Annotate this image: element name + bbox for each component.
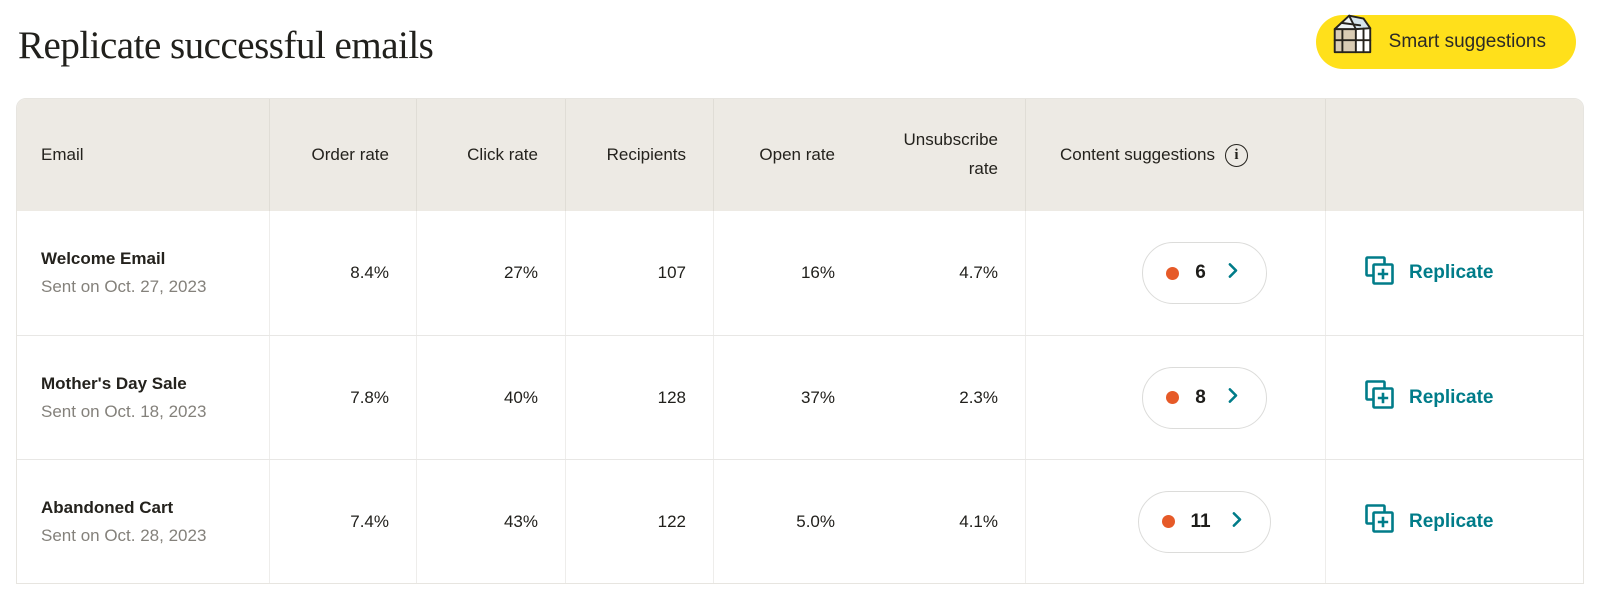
- chevron-right-icon: [1222, 385, 1243, 411]
- page-title: Replicate successful emails: [18, 24, 434, 67]
- email-name: Welcome Email: [41, 249, 166, 268]
- suggestions-count: 8: [1195, 386, 1206, 408]
- action-cell: Replicate: [1326, 211, 1583, 335]
- open-rate-value: 37%: [800, 387, 835, 407]
- column-header-content-suggestions: Content suggestions i: [1026, 99, 1326, 211]
- replicate-label: Replicate: [1409, 386, 1494, 408]
- dot-icon: [1162, 515, 1176, 528]
- order-rate-value: 7.4%: [270, 460, 417, 583]
- column-header-order-rate: Order rate: [270, 99, 417, 211]
- content-suggestions-chip[interactable]: 11: [1138, 490, 1271, 553]
- action-cell: Replicate: [1326, 336, 1583, 459]
- copy-plus-icon: [1364, 379, 1395, 416]
- chevron-right-icon: [1226, 509, 1247, 535]
- table-header-row: Email Order rate Click rate Recipients O…: [17, 99, 1583, 211]
- open-rate-value: 16%: [800, 263, 835, 282]
- column-header-actions: [1326, 99, 1583, 211]
- info-icon[interactable]: i: [1225, 143, 1248, 167]
- click-rate-value: 43%: [417, 460, 566, 583]
- email-cell: Welcome Email Sent on Oct. 27, 2023: [17, 211, 270, 335]
- email-cell: Mother's Day Sale Sent on Oct. 18, 2023: [17, 336, 270, 459]
- order-rate-value: 7.8%: [270, 336, 417, 459]
- unsubscribe-rate-value: 2.3%: [862, 336, 1026, 459]
- greenhouse-icon: [1328, 9, 1376, 61]
- email-sent-date: Sent on Oct. 18, 2023: [41, 401, 207, 421]
- action-cell: Replicate: [1326, 460, 1583, 583]
- replicate-label: Replicate: [1409, 510, 1494, 532]
- smart-suggestions-button[interactable]: Smart suggestions: [1315, 14, 1576, 69]
- content-suggestions-cell: 11: [1026, 460, 1326, 583]
- column-header-click-rate: Click rate: [417, 99, 566, 211]
- column-header-unsubscribe-rate: Unsubscribe rate: [862, 99, 1026, 211]
- open-rate-value: 5.0%: [796, 511, 835, 531]
- email-sent-date: Sent on Oct. 27, 2023: [41, 277, 207, 296]
- dot-icon: [1166, 266, 1179, 280]
- replicate-label: Replicate: [1409, 262, 1494, 283]
- click-rate-value: 40%: [417, 336, 566, 459]
- page-header: Replicate successful emails: [0, 0, 1600, 98]
- copy-plus-icon: [1364, 503, 1395, 540]
- copy-plus-icon: [1364, 255, 1395, 292]
- table-row: Welcome Email Sent on Oct. 27, 2023 8.4%…: [17, 211, 1583, 335]
- email-sent-date: Sent on Oct. 28, 2023: [41, 525, 207, 545]
- suggestions-count: 11: [1190, 510, 1211, 532]
- column-header-recipients: Recipients: [566, 99, 714, 211]
- content-suggestions-cell: 6: [1026, 211, 1326, 335]
- email-name: Abandoned Cart: [41, 497, 174, 517]
- emails-table: Email Order rate Click rate Recipients O…: [16, 98, 1584, 584]
- unsubscribe-rate-value: 4.1%: [862, 460, 1026, 583]
- table-row: Mother's Day Sale Sent on Oct. 18, 2023 …: [17, 335, 1583, 459]
- content-suggestions-chip[interactable]: 6: [1142, 242, 1267, 304]
- unsubscribe-rate-value: 4.7%: [862, 211, 1026, 335]
- table-row: Abandoned Cart Sent on Oct. 28, 2023 7.4…: [17, 459, 1583, 583]
- column-header-email: Email: [17, 99, 270, 211]
- smart-suggestions-label: Smart suggestions: [1388, 31, 1546, 52]
- content-suggestions-chip[interactable]: 8: [1142, 366, 1267, 429]
- recipients-value: 128: [566, 336, 714, 459]
- suggestions-count: 6: [1195, 262, 1206, 283]
- column-header-open-rate: Open rate: [759, 145, 835, 164]
- content-suggestions-cell: 8: [1026, 336, 1326, 459]
- email-cell: Abandoned Cart Sent on Oct. 28, 2023: [17, 460, 270, 583]
- replicate-button[interactable]: Replicate: [1364, 255, 1493, 292]
- chevron-right-icon: [1222, 260, 1243, 286]
- dot-icon: [1166, 391, 1179, 404]
- order-rate-value: 8.4%: [270, 211, 417, 335]
- recipients-value: 122: [566, 460, 714, 583]
- email-name: Mother's Day Sale: [41, 373, 187, 393]
- replicate-button[interactable]: Replicate: [1364, 379, 1493, 416]
- recipients-value: 107: [566, 211, 714, 335]
- replicate-button[interactable]: Replicate: [1364, 503, 1493, 540]
- click-rate-value: 27%: [417, 211, 566, 335]
